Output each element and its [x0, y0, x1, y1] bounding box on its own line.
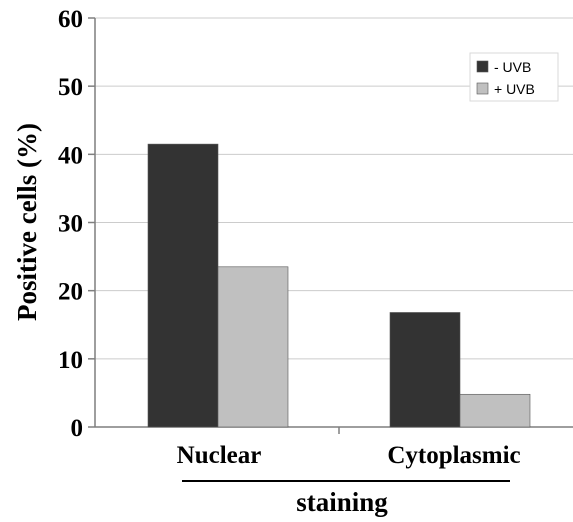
legend-label: + UVB [494, 81, 535, 97]
category-labels: Nuclear Cytoplasmic [177, 442, 521, 469]
bar-cytoplasmic-minus-uvb [389, 312, 461, 428]
bars [147, 143, 531, 428]
category-label-nuclear: Nuclear [177, 442, 262, 469]
legend-label: - UVB [494, 59, 531, 75]
y-tick-label: 50 [58, 74, 83, 101]
legend-swatch [476, 60, 489, 73]
y-tick-label: 30 [58, 211, 83, 238]
bar-nuclear-plus-uvb [217, 266, 289, 428]
x-axis-title: staining [296, 487, 388, 517]
category-label-cytoplasmic: Cytoplasmic [387, 442, 520, 469]
y-tick-label: 0 [71, 415, 84, 442]
y-axis-title: Positive cells (%) [12, 123, 42, 321]
y-tick-label: 20 [58, 279, 83, 306]
bar-cytoplasmic-plus-uvb [459, 393, 531, 428]
legend-swatch [476, 82, 489, 95]
y-tick-label: 10 [58, 347, 83, 374]
y-tick-labels: 0 10 20 30 40 50 60 [58, 6, 340, 442]
y-tick-label: 40 [58, 142, 83, 169]
bar-nuclear-minus-uvb [147, 143, 219, 428]
legend: - UVB + UVB [469, 52, 559, 102]
y-tick-label: 60 [58, 6, 83, 33]
